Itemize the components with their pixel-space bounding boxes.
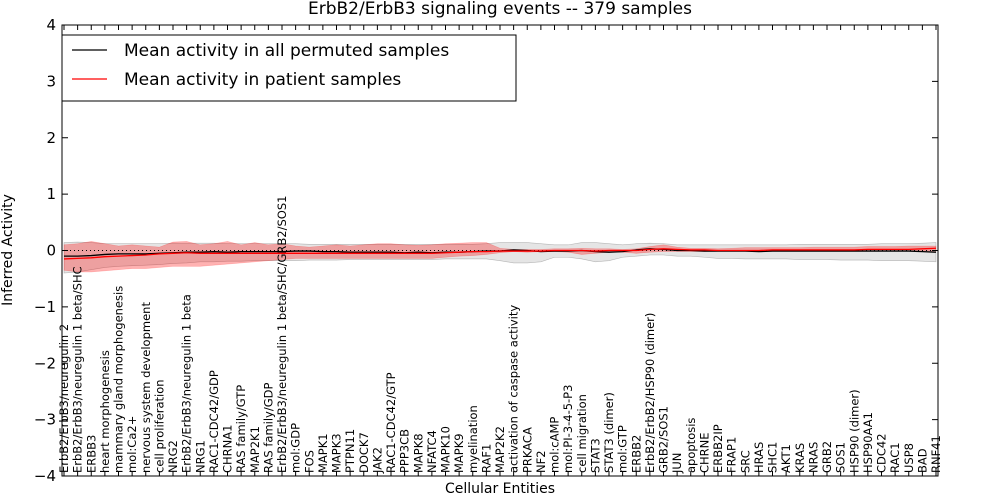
x-tick-label: nervous system development [139, 302, 153, 473]
x-tick-label: GRB2/SOS1 [657, 406, 671, 473]
plot-frame [61, 24, 939, 477]
x-tick-label: PTPN11 [343, 429, 357, 473]
x-tick-label: SHC1 [766, 442, 780, 473]
x-tick-label: NF2 [534, 450, 548, 473]
legend-box [61, 34, 517, 102]
x-tick-label: cell proliferation [152, 379, 166, 473]
x-tick-label: ERBB3 [84, 435, 98, 473]
x-tick-label: MAPK8 [411, 433, 425, 473]
x-tick-label: ErbB2/ErbB3/neuregulin 1 beta/SHC/GRB2/S… [275, 196, 289, 473]
x-tick-label: MAPK10 [439, 426, 453, 473]
x-tick-label: NRG2 [166, 440, 180, 473]
x-tick-label: FRAP1 [725, 437, 739, 473]
x-tick-label: FOS [302, 450, 316, 473]
x-tick-label: mol:GTP [616, 425, 630, 473]
x-tick-label: RAC1-CDC42/GDP [207, 370, 221, 473]
y-tick-label: 0 [46, 242, 56, 260]
y-tick-label: −4 [34, 467, 56, 485]
y-tick-label: −1 [34, 298, 56, 316]
x-tick-label: ERBB2 [629, 435, 643, 473]
chart-title: ErbB2/ErbB3 signaling events -- 379 samp… [308, 0, 692, 19]
legend-label-patient: Mean activity in patient samples [124, 70, 401, 90]
y-tick-label: 1 [46, 185, 56, 203]
x-tick-label: RAS family/GTP [234, 385, 248, 473]
series-line-patient [63, 247, 937, 260]
x-tick-label: MAPK9 [452, 433, 466, 473]
x-tick-label: cell migration [575, 394, 589, 473]
y-tick-label: 4 [46, 16, 56, 34]
x-tick-label: mammary gland morphogenesis [112, 286, 126, 473]
x-tick-label: DOCK7 [357, 432, 371, 473]
x-tick-label: MAPK3 [330, 433, 344, 473]
x-tick-label: JAK2 [370, 447, 384, 474]
x-tick-label: USP8 [902, 443, 916, 473]
x-tick-label: CHRNE [697, 432, 711, 473]
x-tick-label: mol:GDP [289, 423, 303, 473]
band-patient [63, 241, 937, 273]
x-tick-label: ErbB2/ErbB2/HSP90 (dimer) [643, 313, 657, 473]
x-tick-label: RAF1 [479, 444, 493, 473]
x-tick-label: ErbB2/ErbB3/neuregulin 1 beta [180, 294, 194, 473]
x-tick-label: AKT1 [779, 444, 793, 473]
x-tick-label: mol:Ca2+ [125, 416, 139, 473]
x-tick-label: GRB2 [820, 441, 834, 473]
x-tick-label: mol:PI-3-4-5-P3 [561, 385, 575, 473]
band-permuted [63, 241, 937, 274]
legend: Mean activity in all permuted samples Me… [61, 34, 517, 102]
x-tick-label: STAT3 [588, 438, 602, 473]
x-tick-label: RAS family/GDP [261, 383, 275, 473]
x-tick-label: CHRNA1 [221, 425, 235, 473]
x-tick-label: myelination [466, 405, 480, 473]
x-tick-label: HSP90 (dimer) [847, 389, 861, 473]
x-tick-label: heart morphogenesis [98, 350, 112, 473]
x-tick-label: PPP3CB [398, 429, 412, 473]
x-tick-label: HSP90AA1 [861, 412, 875, 473]
x-tick-label: BAD [915, 448, 929, 473]
y-tick-label: −3 [34, 411, 56, 429]
y-tick-label: 3 [46, 72, 56, 90]
x-tick-label: STAT3 (dimer) [602, 392, 616, 473]
x-tick-label: RAC1-CDC42/GTP [384, 372, 398, 473]
x-tick-label: SOS1 [834, 442, 848, 473]
x-tick-label: NRG1 [193, 440, 207, 473]
x-tick-label: KRAS [793, 443, 807, 473]
x-tick-label: RAC1 [888, 442, 902, 473]
x-tick-label: NFATC4 [425, 430, 439, 473]
x-tick-label: activation of caspase activity [507, 305, 521, 473]
x-tick-label: MAPK1 [316, 433, 330, 473]
x-tick-label: MAP2K1 [248, 426, 262, 473]
y-axis-label: Inferred Activity [0, 194, 16, 306]
x-axis-label: Cellular Entities [445, 481, 555, 497]
x-tick-label: ErbB2/ErbB3/neuregulin 1 beta/SHC [71, 266, 85, 473]
y-tick-label: 2 [46, 129, 56, 147]
legend-label-permuted: Mean activity in all permuted samples [124, 41, 449, 61]
x-tick-label: ErbB2/ErbB3/neuregulin 2 [57, 324, 71, 473]
x-tick-label: mol:cAMP [548, 417, 562, 473]
x-tick-label: RNF41 [929, 435, 943, 473]
x-tick-label: ERBB2IP [711, 424, 725, 473]
x-tick-label: HRAS [752, 442, 766, 473]
x-tick-label: NRAS [806, 442, 820, 473]
x-tick-label: SRC [738, 450, 752, 473]
x-tick-label: MAP2K2 [493, 426, 507, 473]
x-tick-label: CDC42 [875, 433, 889, 473]
x-tick-label: JUN [670, 453, 684, 474]
y-tick-label: −2 [34, 354, 56, 372]
x-tick-label: PRKACA [520, 427, 534, 473]
x-tick-label: apoptosis [684, 418, 698, 473]
